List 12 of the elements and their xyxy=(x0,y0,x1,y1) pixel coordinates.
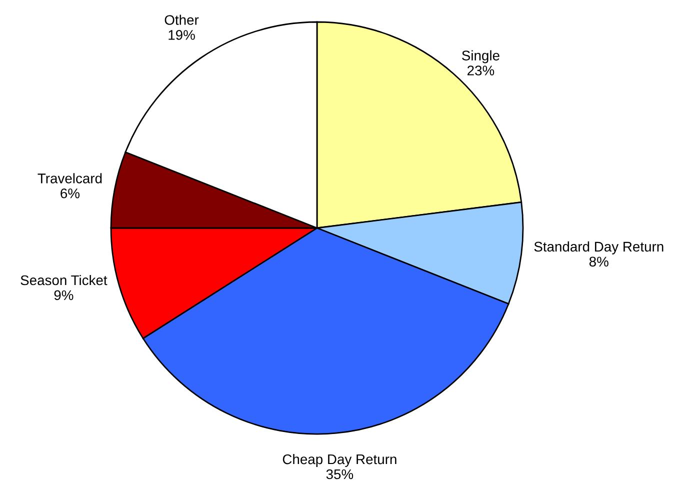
slice-label: Travelcard xyxy=(38,173,102,184)
data-label: 35% xyxy=(326,469,354,480)
slice-label: Standard Day Return xyxy=(534,241,664,254)
data-label: 23% xyxy=(468,66,494,76)
data-label: 6% xyxy=(60,188,80,198)
data-label: 8% xyxy=(589,256,608,267)
slice-label: Single xyxy=(462,50,500,64)
data-label: 19% xyxy=(168,30,195,40)
data-label: 9% xyxy=(54,290,74,300)
slice-label: Other xyxy=(164,14,199,25)
slice-label: Cheap Day Return xyxy=(282,454,396,467)
slice-label: Season Ticket xyxy=(20,274,108,286)
